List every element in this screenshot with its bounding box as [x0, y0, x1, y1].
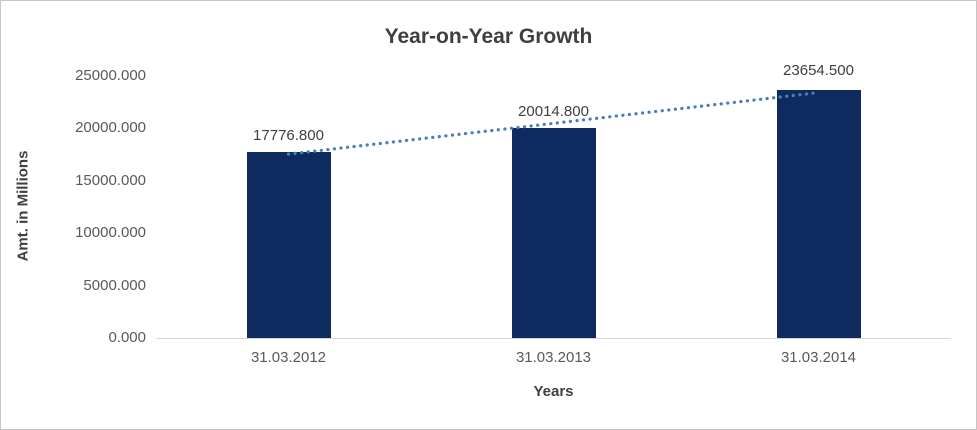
x-category-label: 31.03.2013 — [515, 349, 592, 366]
x-category-label: 31.03.2014 — [780, 349, 857, 366]
y-tick-label: 10000.000 — [75, 224, 146, 242]
y-tick-label: 25000.000 — [75, 67, 146, 84]
y-tick-label: 20000.000 — [75, 119, 146, 137]
bar-data-label: 23654.500 — [783, 62, 854, 80]
bar-31.03.2014 — [776, 90, 861, 338]
y-axis-title: Amt. in Millions — [14, 150, 32, 262]
x-category-label: 31.03.2012 — [250, 349, 327, 366]
bar-data-label: 17776.800 — [253, 126, 324, 144]
bar-31.03.2013 — [511, 128, 596, 338]
chart-title: Year-on-Year Growth — [384, 25, 593, 48]
y-tick-label: 5000.000 — [83, 276, 146, 294]
bar-data-label: 20014.800 — [518, 103, 589, 121]
x-axis-title: Years — [533, 383, 574, 400]
y-tick-label: 15000.000 — [75, 171, 146, 189]
y-tick-label: 0.000 — [108, 329, 146, 346]
bar-31.03.2012 — [246, 151, 331, 338]
x-axis-line — [156, 338, 951, 339]
